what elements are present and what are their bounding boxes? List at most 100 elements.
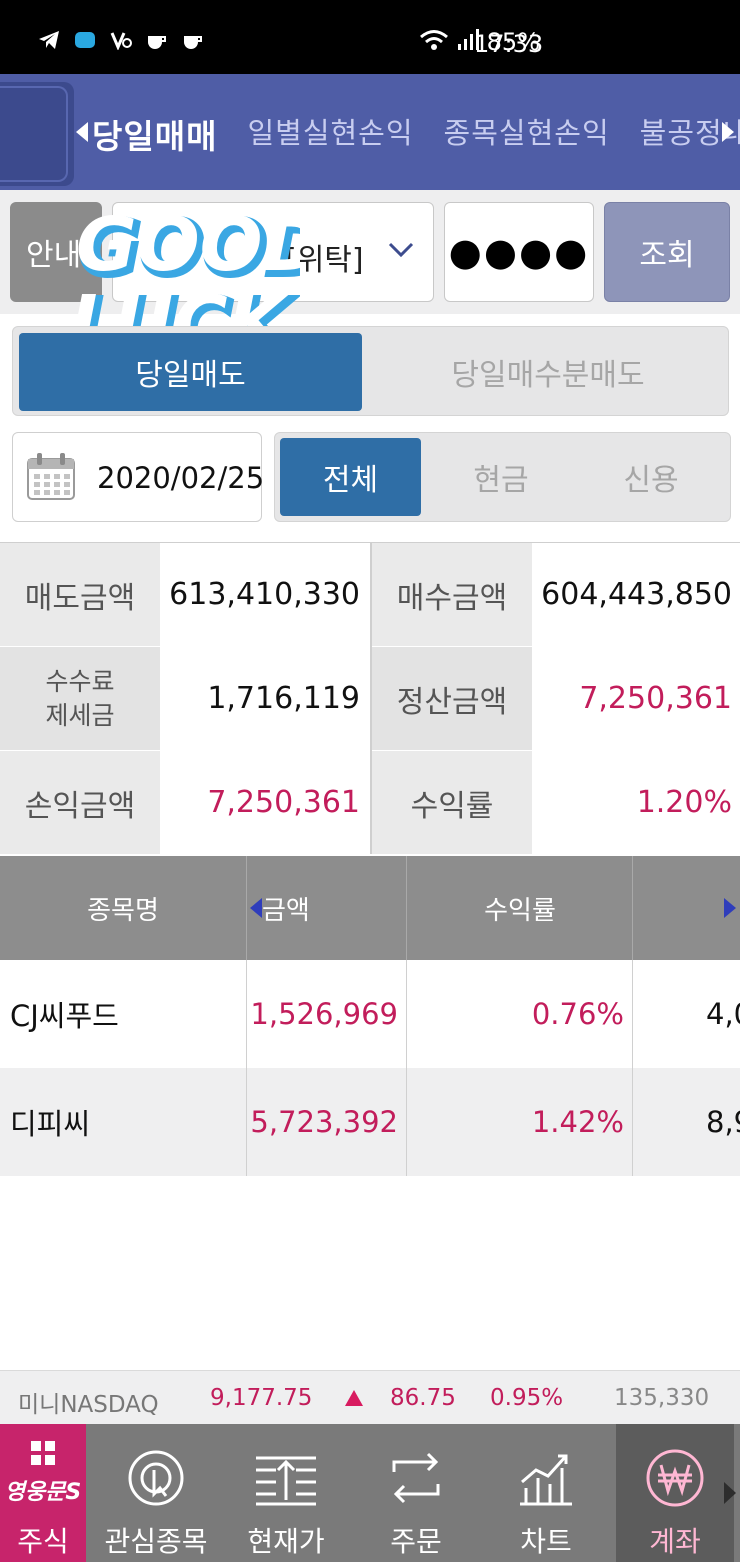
sell-amount-value: 613,410,330 <box>160 543 370 646</box>
calendar-icon <box>25 451 77 507</box>
summary-divider <box>370 543 372 853</box>
market-ticker[interactable]: 미니NASDAQ 9,177.75 86.75 0.95% 135,330 <box>0 1370 740 1424</box>
nav-watchlist-label: 관심종목 <box>104 1525 208 1558</box>
clock: 17:33 <box>474 30 544 58</box>
chevron-down-icon <box>387 241 415 263</box>
back-button[interactable] <box>0 82 74 186</box>
table-row[interactable]: CJ씨푸드 1,526,969 0.76% 4,0 <box>0 960 740 1068</box>
settlement-label: 정산금액 <box>372 647 532 750</box>
stock-avg-price: 4,0 <box>706 997 740 1031</box>
summary-grid: 매도금액 613,410,330 매수금액 604,443,850 수수료 제세… <box>0 542 740 854</box>
header-stock-name[interactable]: 종목명 <box>87 895 159 926</box>
account-row: 안내 [위탁] ●●●● 조회 <box>0 190 740 314</box>
fee-label: 수수료 <box>45 666 115 696</box>
date-picker[interactable]: 2020/02/25 <box>12 432 265 522</box>
stock-return: 0.76% <box>531 997 624 1031</box>
system-status: 85% <box>419 28 540 56</box>
pnl-label: 손익금액 <box>0 751 160 854</box>
pnl-value: 7,250,361 <box>160 751 370 854</box>
tab-daily-trade[interactable]: 당일매매 <box>92 117 218 156</box>
ticker-change-rate: 0.95% <box>490 1385 564 1411</box>
nav-current-price-label: 현재가 <box>247 1525 325 1558</box>
app-logo: 영웅문S <box>4 1480 82 1505</box>
account-select[interactable]: [위탁] <box>112 202 434 302</box>
scroll-right-icon[interactable] <box>722 122 734 142</box>
ticker-name: 미니NASDAQ <box>18 1392 159 1418</box>
table-row[interactable]: 디피씨 5,723,392 1.42% 8,9 <box>0 1068 740 1176</box>
header-return[interactable]: 수익률 <box>484 895 556 926</box>
buy-amount-label: 매수금액 <box>372 543 532 646</box>
fee-tax-value: 1,716,119 <box>160 647 370 750</box>
volte-icon <box>110 30 132 50</box>
scroll-right-icon[interactable] <box>722 896 738 924</box>
signal-icon <box>457 29 479 55</box>
nav-account[interactable]: 계좌 <box>616 1424 734 1562</box>
sticker-line-1: GOOD <box>76 202 300 288</box>
scroll-left-icon[interactable] <box>76 122 88 142</box>
ticker-price: 9,177.75 <box>210 1385 313 1411</box>
nav-stock-label: 주식 <box>17 1525 69 1558</box>
account-type: [위탁] <box>285 235 374 279</box>
fee-tax-label: 수수료 제세금 <box>0 647 160 750</box>
nav-chart[interactable]: 차트 <box>490 1424 602 1562</box>
today-buy-then-sell-option[interactable]: 당일매수분매도 <box>451 358 645 393</box>
sticker-line-1-shadow: GOOD <box>80 206 300 292</box>
nav-order[interactable]: 주문 <box>360 1424 472 1562</box>
nav-watchlist[interactable]: 관심종목 <box>100 1424 212 1562</box>
search-button[interactable]: 조회 <box>604 202 730 302</box>
stock-name: CJ씨푸드 <box>10 999 119 1033</box>
filter-all[interactable]: 전체 <box>280 438 421 516</box>
battery-level: 85% <box>486 28 540 56</box>
tab-header: 당일매매 일별실현손익 종목실현손익 불공정내역 <box>0 74 740 190</box>
date-value: 2020/02/25 <box>97 461 265 495</box>
nav-current-price[interactable]: 현재가 <box>230 1424 342 1562</box>
order-icon <box>360 1438 472 1518</box>
coffee-icon <box>146 30 168 50</box>
nav-order-label: 주문 <box>390 1525 442 1558</box>
tab-stock-realized-pnl[interactable]: 종목실현손익 <box>443 116 610 150</box>
return-value: 1.20% <box>532 751 740 854</box>
today-sell-option[interactable]: 당일매도 <box>19 333 362 411</box>
password-field[interactable]: ●●●● <box>444 202 594 302</box>
up-arrow-icon <box>344 1387 364 1413</box>
watchlist-icon <box>100 1438 212 1518</box>
current-price-icon <box>230 1438 342 1518</box>
tab-list: 당일매매 일별실현손익 종목실현손익 불공정내역 <box>92 110 740 158</box>
tax-label: 제세금 <box>45 700 115 730</box>
ticker-volume: 135,330 <box>614 1385 710 1411</box>
bottom-navigation: 영웅문S 주식 관심종목 현재가 주문 차트 계좌 <box>0 1424 740 1562</box>
trade-type-toggle: 당일매도 당일매수분매도 <box>12 326 729 416</box>
stock-amount: 1,526,969 <box>250 997 398 1031</box>
wifi-icon <box>419 29 449 55</box>
scroll-left-icon[interactable] <box>248 896 264 924</box>
app-notification-icon <box>74 30 96 50</box>
stock-table-header: 종목명 금액 수익률 평균가 <box>0 856 740 999</box>
guide-button[interactable]: 안내 <box>10 202 102 302</box>
return-label: 수익률 <box>372 751 532 854</box>
filter-credit[interactable]: 신용 <box>623 463 679 498</box>
coffee-icon-2 <box>182 30 204 50</box>
status-bar: 85% 17:33 <box>0 0 740 74</box>
date-filter-row: 2020/02/25 전체 현금 신용 <box>0 420 740 540</box>
header-amount[interactable]: 금액 <box>262 895 310 926</box>
buy-amount-value: 604,443,850 <box>532 543 740 646</box>
filter-cash[interactable]: 현금 <box>473 463 529 498</box>
stock-name: 디피씨 <box>10 1107 91 1141</box>
nav-scroll-right-icon[interactable] <box>724 1482 736 1504</box>
telegram-icon <box>38 30 60 50</box>
stock-return: 1.42% <box>531 1105 624 1139</box>
menu-grid-icon <box>30 1440 56 1470</box>
chart-icon <box>490 1438 602 1518</box>
credit-filter-toggle: 전체 현금 신용 <box>274 432 731 522</box>
nav-stock[interactable]: 영웅문S 주식 <box>0 1424 86 1562</box>
stock-amount: 5,723,392 <box>250 1105 398 1139</box>
notification-icons <box>38 30 204 50</box>
nav-chart-label: 차트 <box>520 1525 572 1558</box>
won-icon <box>616 1438 734 1518</box>
ticker-change: 86.75 <box>390 1385 456 1411</box>
stock-avg-price: 8,9 <box>706 1105 740 1139</box>
nav-account-label: 계좌 <box>649 1525 701 1558</box>
sell-amount-label: 매도금액 <box>0 543 160 646</box>
tab-daily-realized-pnl[interactable]: 일별실현손익 <box>247 116 414 150</box>
settlement-value: 7,250,361 <box>532 647 740 750</box>
